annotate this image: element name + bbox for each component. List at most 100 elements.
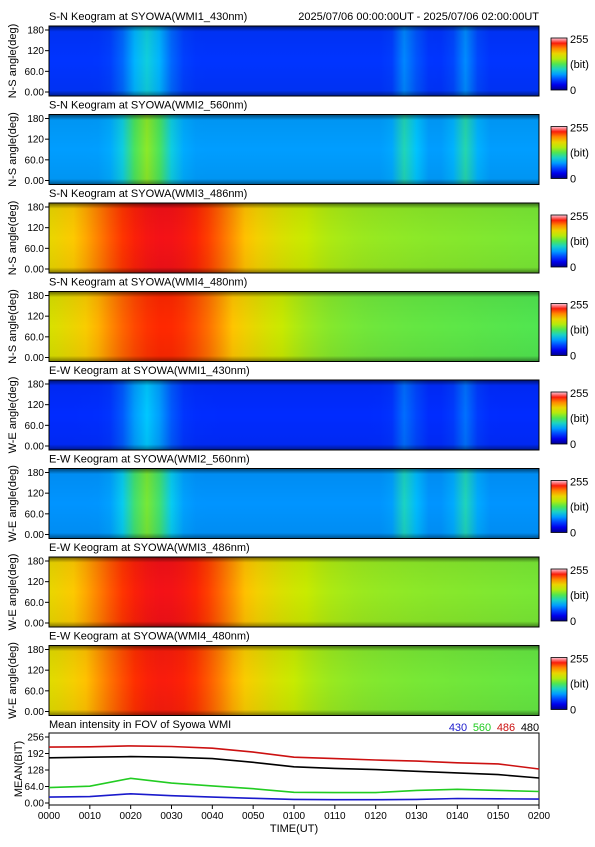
keogram-ytick-label: 60.0 [25, 509, 45, 520]
series-line-560 [48, 777, 540, 794]
keogram-ytick-label: 120 [27, 312, 44, 323]
colorbar-min-label: 0 [570, 439, 576, 451]
keogram-ytick-label: 120 [27, 489, 44, 500]
keogram-ytick-label: 120 [27, 400, 44, 411]
keogram-frame [48, 645, 540, 716]
mean-xtick-label: 0110 [324, 811, 346, 822]
keogram-frame [48, 202, 540, 274]
colorbar-unit-label: (bit) [570, 413, 589, 425]
colorbar-min-label: 0 [570, 85, 576, 97]
colorbar [550, 480, 568, 533]
mean-xtick-label: 0010 [79, 811, 102, 822]
mean-ytick-label: 256 [27, 733, 44, 744]
header-time-range: 2025/07/06 00:00:00UT - 2025/07/06 02:00… [298, 11, 539, 23]
mean-xtick-label: 0100 [283, 811, 306, 822]
keogram-shading [49, 291, 539, 362]
colorbar-max-label: 255 [570, 123, 588, 135]
colorbar-unit-label: (bit) [570, 236, 589, 248]
keogram-ylabel: W-E angle(deg) [7, 642, 19, 719]
keogram-ytick-label: 0.00 [25, 88, 45, 99]
colorbar-unit-label: (bit) [570, 679, 589, 691]
colorbar-min-label: 0 [570, 262, 576, 274]
keogram-ytick-label: 60.0 [25, 67, 45, 78]
mean-xtick-label: 0000 [38, 811, 61, 822]
colorbar-unit-label: (bit) [570, 59, 589, 71]
colorbar-min-label: 0 [570, 351, 576, 363]
keogram-ylabel: N-S angle(deg) [7, 201, 19, 276]
colorbar-min-label: 0 [570, 616, 576, 628]
colorbar-unit-label: (bit) [570, 502, 589, 514]
keogram-ytick-label: 180 [27, 557, 44, 568]
keogram-ytick-label: 0.00 [25, 619, 45, 630]
keogram-panel: E-W Keogram at SYOWA(WMI3_486nm) 180 120 60… [7, 542, 589, 630]
keogram-ytick-label: 120 [27, 666, 44, 677]
keogram-title: S-N Keogram at SYOWA(WMI2_560nm) [49, 100, 247, 112]
keogram-shading [49, 114, 539, 185]
keogram-ylabel: W-E angle(deg) [7, 554, 19, 631]
mean-xtick-label: 0140 [446, 811, 469, 822]
mean-intensity-plot: Mean intensity in FOV of Syowa WMI 430 56… [13, 719, 551, 835]
series-line-486 [48, 745, 540, 770]
keogram-ytick-label: 60.0 [25, 598, 45, 609]
keogram-ytick-label: 180 [27, 291, 44, 302]
mean-legend: 430 560 486 480 [449, 722, 539, 734]
keogram-ytick-label: 180 [27, 26, 44, 37]
mean-plot-title: Mean intensity in FOV of Syowa WMI [49, 719, 231, 731]
keogram-ytick-label: 120 [27, 577, 44, 588]
keogram-panel: S-N Keogram at SYOWA(WMI4_480nm) 180 120 60… [7, 277, 589, 365]
keogram-ylabel: N-S angle(deg) [7, 289, 19, 364]
series-line-430 [48, 792, 540, 801]
mean-y-ticks: 256 192 128 64.0 0.00 [25, 733, 49, 810]
colorbar-max-label: 255 [570, 34, 588, 46]
keogram-ytick-label: 60.0 [25, 421, 45, 432]
mean-xtick-label: 0020 [120, 811, 143, 822]
keogram-shading [49, 26, 539, 96]
keogram-shading [49, 380, 539, 450]
mean-xtick-label: 0030 [160, 811, 183, 822]
keogram-ytick-label: 0.00 [25, 176, 45, 187]
colorbar [550, 391, 568, 445]
colorbar [550, 214, 568, 268]
colorbar-unit-label: (bit) [570, 148, 589, 160]
keogram-shading [49, 468, 539, 539]
keogram-ylabel: N-S angle(deg) [7, 112, 19, 187]
colorbar-min-label: 0 [570, 705, 576, 717]
keogram-ytick-label: 120 [27, 135, 44, 146]
mean-series-lines [48, 745, 540, 801]
keogram-frame [48, 468, 540, 539]
keogram-title: S-N Keogram at SYOWA(WMI1_430nm) [49, 11, 247, 23]
mean-x-label: TIME(UT) [270, 823, 318, 835]
colorbar-max-label: 255 [570, 565, 588, 577]
keogram-title: E-W Keogram at SYOWA(WMI2_560nm) [49, 454, 250, 466]
colorbar-max-label: 255 [570, 211, 588, 223]
keogram-ytick-label: 0.00 [25, 530, 45, 541]
mean-y-label: MEAN(BIT) [13, 741, 25, 797]
keogram-title: E-W Keogram at SYOWA(WMI1_430nm) [49, 365, 250, 377]
keogram-ytick-label: 120 [27, 223, 44, 234]
mean-ytick-label: 192 [27, 749, 44, 760]
keogram-ytick-label: 120 [27, 46, 44, 57]
legend-label-560: 560 [473, 722, 491, 734]
colorbar-max-label: 255 [570, 477, 588, 489]
legend-label-480: 480 [521, 722, 539, 734]
colorbar-min-label: 0 [570, 528, 576, 540]
keogram-ytick-label: 180 [27, 203, 44, 214]
series-line-480 [48, 755, 540, 779]
mean-xtick-label: 0050 [242, 811, 265, 822]
keogram-frame [48, 379, 540, 451]
keogram-ytick-label: 180 [27, 114, 44, 125]
keogram-ytick-label: 60.0 [25, 686, 45, 697]
mean-xtick-label: 0150 [487, 811, 510, 822]
keogram-panels: S-N Keogram at SYOWA(WMI1_430nm) 180 120 60… [7, 11, 589, 719]
colorbar [550, 657, 568, 710]
keogram-title: S-N Keogram at SYOWA(WMI3_486nm) [49, 188, 247, 200]
colorbar [550, 303, 568, 356]
colorbar [550, 37, 568, 91]
keogram-ytick-label: 0.00 [25, 353, 45, 364]
colorbar-max-label: 255 [570, 388, 588, 400]
colorbar [550, 126, 568, 179]
keogram-title: E-W Keogram at SYOWA(WMI3_486nm) [49, 542, 250, 554]
keogram-frame [48, 114, 540, 185]
keogram-shading [49, 645, 539, 716]
